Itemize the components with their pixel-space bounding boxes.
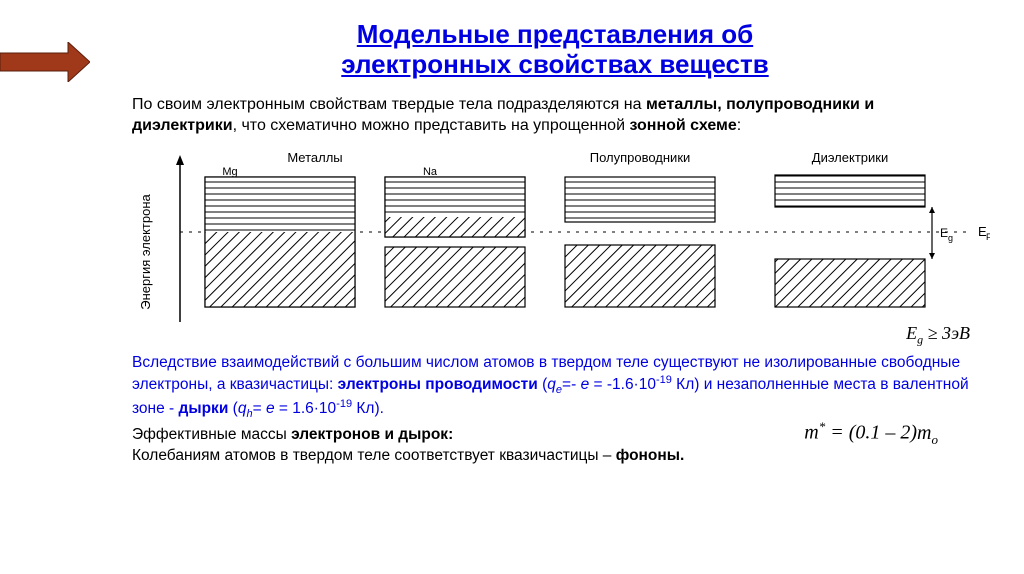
p2-n-sup: -19 <box>336 398 352 410</box>
intro-paragraph: По своим электронным свойствам твердые т… <box>132 94 978 137</box>
svg-text:Металлы: Металлы <box>287 150 342 165</box>
svg-text:Na: Na <box>423 166 438 178</box>
p2-b: электроны проводимости <box>338 376 538 393</box>
bottom1-b: электронов и дырок: <box>291 426 453 443</box>
svg-text:F: F <box>986 232 990 242</box>
band-diagram: Энергия электрона Металлы Полупроводники Ди… <box>120 147 990 347</box>
svg-text:E: E <box>940 226 948 240</box>
intro-text-2: , что схематично можно представить на уп… <box>233 117 630 134</box>
title-line-2: электронных свойствах веществ <box>341 49 768 79</box>
p2-c: ( <box>538 376 547 393</box>
slide-content: Модельные представления об электронных с… <box>100 8 1010 568</box>
svg-text:Диэлектрики: Диэлектрики <box>812 150 888 165</box>
intro-end: : <box>737 117 741 134</box>
p2-g-sup: -19 <box>656 374 672 386</box>
intro-text: По своим электронным свойствам твердые т… <box>132 96 646 113</box>
p2-d: q <box>547 376 556 393</box>
effective-mass-row: m* = (0.1 – 2)mo Эффективные массы элект… <box>132 425 978 465</box>
svg-text:Полупроводники: Полупроводники <box>590 150 691 165</box>
svg-text:Энергия электрона: Энергия электрона <box>138 193 153 309</box>
bottom2-b: фононы. <box>616 447 685 464</box>
eg-inequality: Eg ≥ 3эВ <box>906 323 970 348</box>
p2-j: ( <box>228 400 237 417</box>
p2-i: дырки <box>179 400 229 417</box>
slide-title: Модельные представления об электронных с… <box>140 20 970 80</box>
p2-f: e <box>581 376 590 393</box>
p2-e: =- <box>562 376 581 393</box>
bottom1-a: Эффективные массы <box>132 426 291 443</box>
p2-l: = <box>253 400 266 417</box>
p2-o: Кл). <box>352 400 384 417</box>
decorative-arrow <box>0 42 90 82</box>
quasiparticle-paragraph: Вследствие взаимодействий с большим числ… <box>132 353 978 421</box>
svg-text:g: g <box>948 233 953 243</box>
intro-bold-2: зонной схеме <box>629 117 736 134</box>
svg-text:Mg: Mg <box>222 166 237 178</box>
p2-m: e <box>266 400 275 417</box>
title-line-1: Модельные представления об <box>357 19 753 49</box>
p2-n: = 1.6·10 <box>275 400 337 417</box>
p2-g: = -1.6·10 <box>589 376 656 393</box>
mass-equation: m* = (0.1 – 2)mo <box>804 419 938 449</box>
bottom2: Колебаниям атомов в твердом теле соответ… <box>132 447 616 464</box>
